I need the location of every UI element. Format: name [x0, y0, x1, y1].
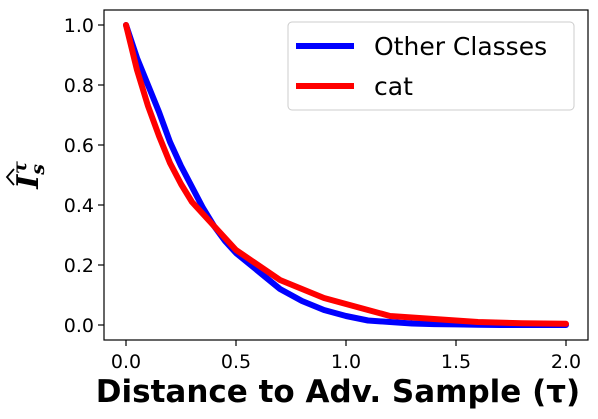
- x-tick-label: 0.5: [221, 351, 251, 373]
- y-axis-label-base: I: [11, 174, 46, 190]
- y-axis-label: Isτ: [9, 161, 49, 190]
- x-tick-label: 1.0: [331, 351, 361, 373]
- series-layer: [123, 22, 569, 328]
- y-axis-label-hat: [5, 168, 15, 186]
- series-line-cat: [123, 22, 569, 327]
- legend: Other Classes cat: [287, 21, 575, 111]
- x-axis-label: Distance to Adv. Sample (τ): [96, 374, 580, 410]
- legend-label-other-classes: Other Classes: [374, 32, 547, 61]
- x-tick-label: 2.0: [551, 351, 581, 373]
- x-tick-label: 0.0: [111, 351, 141, 373]
- y-tick-label: 0.8: [64, 75, 94, 97]
- y-tick-label: 0.2: [64, 255, 94, 277]
- y-tick-label: 0.6: [64, 135, 94, 157]
- y-axis-label-sup: τ: [9, 161, 31, 174]
- y-tick-label: 0.4: [64, 195, 94, 217]
- y-tick-label: 0.0: [64, 315, 94, 337]
- y-tick-label: 1.0: [64, 15, 94, 37]
- y-axis-label-sub: s: [27, 164, 49, 176]
- legend-label-cat: cat: [374, 72, 413, 101]
- legend-box: [287, 21, 575, 111]
- x-tick-label: 1.5: [441, 351, 471, 373]
- ticks-layer: 0.0 0.5 1.0 1.5 2.0 0.0 0.2 0.4 0.6 0.8 1.0: [64, 15, 581, 373]
